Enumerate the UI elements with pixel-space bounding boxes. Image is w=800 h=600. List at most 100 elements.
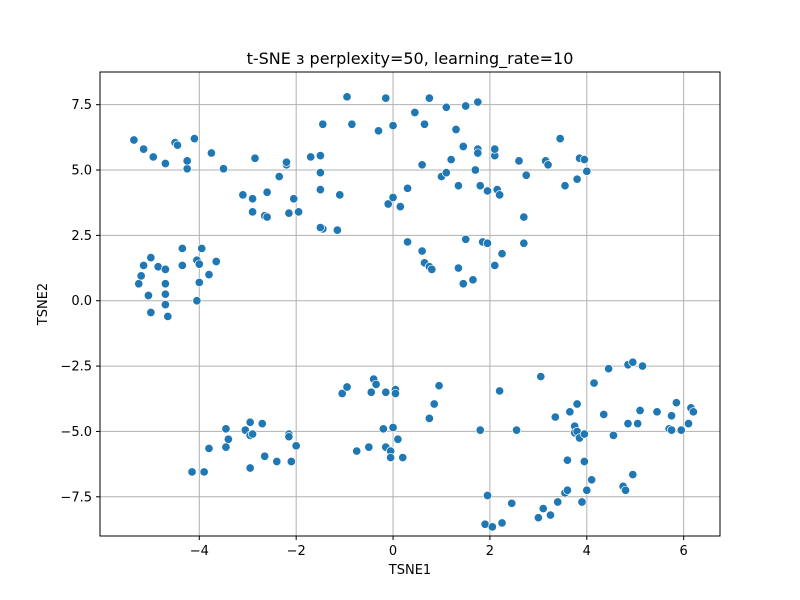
- data-point: [342, 382, 352, 392]
- data-point: [514, 156, 524, 166]
- data-point: [286, 456, 296, 467]
- data-point: [160, 289, 170, 299]
- data-point: [364, 442, 374, 452]
- data-point: [470, 165, 480, 175]
- data-point: [262, 212, 272, 222]
- data-point: [688, 407, 698, 417]
- data-point: [545, 510, 556, 520]
- data-point: [620, 485, 631, 495]
- data-point: [487, 522, 497, 532]
- data-point: [497, 249, 507, 259]
- data-point: [395, 202, 405, 212]
- data-point: [211, 256, 221, 267]
- data-point: [245, 463, 255, 473]
- data-point: [291, 441, 301, 451]
- data-point: [589, 378, 599, 388]
- data-point: [250, 153, 260, 163]
- data-point: [637, 361, 648, 371]
- data-point: [461, 234, 471, 244]
- data-point: [667, 425, 677, 435]
- data-point: [512, 425, 522, 435]
- data-point: [332, 225, 342, 235]
- data-point: [676, 425, 686, 435]
- data-point: [482, 238, 493, 248]
- data-point: [652, 407, 662, 417]
- data-point: [553, 497, 563, 507]
- data-point: [473, 148, 483, 158]
- data-point: [221, 424, 231, 434]
- data-point: [139, 260, 149, 270]
- data-point: [403, 183, 413, 193]
- data-point: [373, 126, 384, 136]
- y-tick-label: −5.0: [60, 425, 92, 440]
- y-tick-label: 5.0: [71, 164, 92, 179]
- x-axis-label: TSNE1: [388, 563, 431, 578]
- data-point: [403, 237, 413, 247]
- data-point: [441, 102, 451, 112]
- data-point: [490, 144, 500, 154]
- data-point: [248, 429, 258, 439]
- data-point: [143, 290, 153, 301]
- data-point: [667, 411, 677, 421]
- data-point: [221, 442, 231, 452]
- data-point: [579, 429, 589, 439]
- data-point: [274, 172, 284, 182]
- data-point: [473, 97, 483, 107]
- data-point: [194, 259, 204, 269]
- data-point: [562, 455, 572, 465]
- data-point: [458, 279, 468, 289]
- data-point: [160, 158, 170, 169]
- data-point: [497, 518, 507, 528]
- data-point: [381, 93, 391, 103]
- y-tick-label: 2.5: [71, 229, 92, 244]
- data-point: [604, 364, 614, 374]
- data-point: [245, 417, 255, 427]
- data-point: [335, 190, 345, 200]
- data-point: [306, 152, 316, 162]
- y-tick-label: −7.5: [60, 490, 92, 505]
- data-point: [262, 187, 272, 197]
- data-point: [451, 124, 461, 135]
- data-point: [427, 264, 437, 274]
- data-point: [315, 222, 325, 233]
- data-point: [337, 388, 347, 399]
- data-point: [482, 186, 493, 196]
- x-tick-label: 4: [583, 544, 591, 559]
- data-point: [388, 192, 398, 203]
- data-point: [633, 419, 643, 429]
- x-tick-label: −4: [190, 544, 209, 559]
- data-point: [248, 194, 258, 204]
- data-point: [417, 246, 427, 256]
- data-point: [550, 412, 560, 422]
- data-point: [260, 451, 270, 461]
- data-point: [182, 156, 192, 166]
- data-point: [538, 504, 548, 514]
- data-point: [294, 207, 304, 217]
- y-tick-label: −2.5: [60, 360, 92, 375]
- data-points: [129, 92, 698, 532]
- data-point: [419, 119, 430, 129]
- data-point: [388, 121, 398, 131]
- data-point: [381, 387, 391, 397]
- data-point: [371, 379, 381, 389]
- chart-title: t-SNE з perplexity=50, learning_rate=10: [247, 49, 574, 69]
- data-point: [248, 207, 258, 217]
- x-tick-label: 0: [389, 544, 397, 559]
- data-point: [635, 405, 645, 416]
- y-tick-label: 7.5: [71, 98, 92, 113]
- data-point: [424, 413, 434, 423]
- data-point: [623, 419, 633, 429]
- data-point: [543, 160, 553, 170]
- data-point: [134, 279, 144, 289]
- data-point: [194, 277, 204, 287]
- data-point: [475, 181, 485, 191]
- data-point: [284, 432, 294, 442]
- data-point: [272, 456, 282, 467]
- data-point: [342, 92, 352, 102]
- data-point: [187, 467, 197, 477]
- data-point: [347, 119, 357, 129]
- data-point: [148, 152, 158, 162]
- data-point: [572, 399, 582, 409]
- data-point: [628, 357, 638, 367]
